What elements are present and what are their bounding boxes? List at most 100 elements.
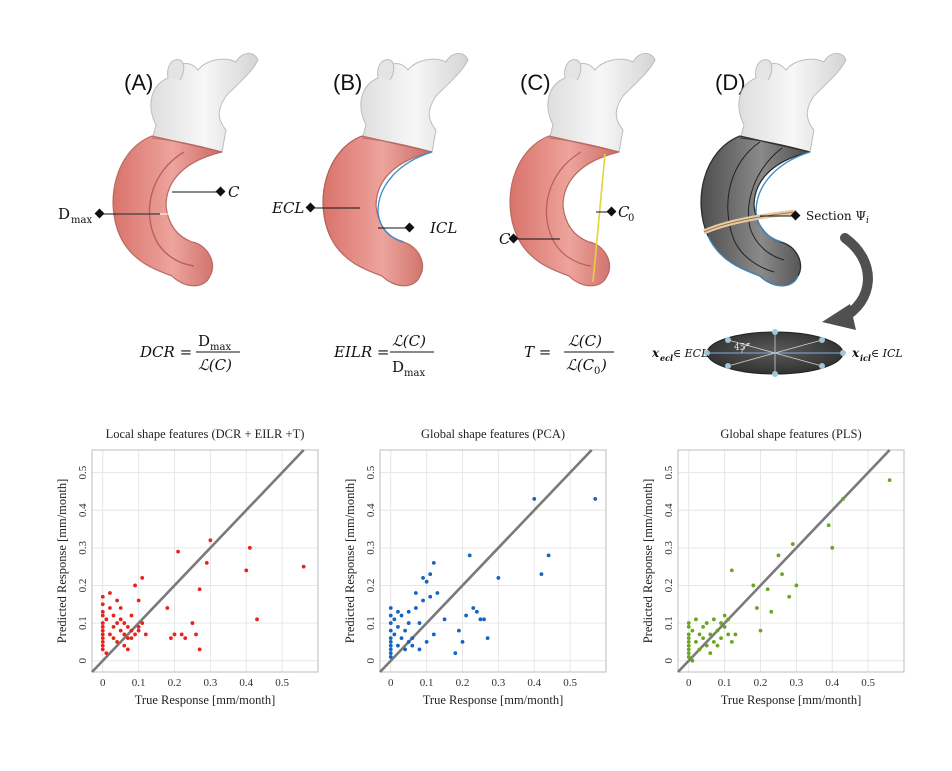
svg-text:EILR =: EILR =: [333, 343, 389, 361]
formula-dcr: DCR = D max ℒ(C): [139, 332, 240, 374]
data-point: [701, 624, 706, 629]
data-point: [686, 643, 691, 648]
svg-text:icl: icl: [860, 353, 871, 363]
data-point: [396, 624, 400, 629]
panel-d: (D) Section Ψ i: [651, 52, 903, 377]
data-point: [711, 617, 716, 622]
data-point: [100, 632, 105, 637]
y-tick-label: 0: [365, 657, 377, 663]
x-tick-label: 0.4: [825, 677, 839, 689]
data-point: [428, 594, 433, 599]
icl-label: ICL: [429, 219, 457, 237]
data-point: [686, 655, 691, 659]
data-point: [704, 621, 709, 625]
data-point: [733, 632, 738, 637]
c-label-a: C: [228, 183, 240, 201]
data-point: [686, 647, 691, 652]
data-point: [396, 643, 400, 648]
data-point: [431, 560, 436, 565]
data-point: [410, 643, 415, 648]
data-point: [388, 621, 393, 625]
data-point: [204, 560, 209, 565]
y-tick-label: 0.3: [77, 540, 89, 554]
data-point: [413, 591, 418, 595]
data-point: [108, 591, 112, 595]
svg-text:max: max: [210, 342, 231, 353]
data-point: [769, 609, 774, 614]
panel-b: (B) ECL ICL EILR = ℒ(C) D max: [271, 52, 469, 379]
data-point: [701, 636, 706, 641]
data-point: [435, 591, 440, 595]
icl-point-label: x icl ∈ ICL: [851, 346, 903, 363]
data-point: [776, 553, 781, 558]
data-point: [208, 538, 213, 543]
y-tick-label: 0.5: [365, 465, 377, 479]
data-point: [482, 617, 486, 622]
data-point: [388, 606, 393, 610]
y-tick-label: 0.1: [365, 616, 377, 630]
data-point: [442, 617, 447, 622]
data-point: [136, 624, 141, 629]
c0-label: C: [618, 203, 630, 221]
data-point: [140, 621, 145, 625]
data-point: [424, 639, 429, 644]
data-point: [115, 598, 120, 603]
x-tick-label: 0.3: [492, 677, 506, 689]
data-point: [125, 624, 130, 629]
x-axis-label: True Response [mm/month]: [423, 693, 564, 707]
data-point: [464, 613, 468, 618]
x-tick-label: 0: [100, 677, 106, 689]
data-point: [887, 478, 892, 483]
data-point: [255, 617, 259, 622]
curved-arrow: [822, 233, 873, 330]
formula-eilr: EILR = ℒ(C) D max: [333, 332, 434, 379]
svg-text:D: D: [198, 332, 210, 350]
formula-t: T = ℒ(C) ℒ(C 0 ): [524, 332, 614, 377]
data-point: [751, 583, 756, 588]
svg-text:DCR =: DCR =: [139, 343, 192, 361]
data-point: [108, 606, 112, 610]
data-point: [406, 639, 411, 644]
data-point: [790, 542, 795, 546]
data-point: [388, 651, 393, 656]
data-point: [392, 617, 397, 622]
svg-text:T =: T =: [524, 343, 551, 361]
x-tick-label: 0.4: [527, 677, 541, 689]
data-point: [399, 613, 404, 618]
panel-c: (C) C 0 C T = ℒ(C) ℒ(C 0 ): [499, 52, 656, 377]
svg-text:ℒ(C): ℒ(C): [392, 332, 426, 350]
plot-frame: [91, 449, 319, 673]
data-point: [111, 624, 116, 629]
data-point: [711, 639, 716, 644]
data-point: [388, 639, 393, 644]
data-point: [301, 564, 306, 569]
aorta-model-b: [322, 52, 469, 287]
svg-text:∈ ICL: ∈ ICL: [871, 347, 903, 360]
data-point: [136, 598, 141, 603]
svg-text:x: x: [851, 346, 860, 360]
data-point: [726, 632, 731, 637]
data-point: [686, 639, 691, 644]
chart-title: Global shape features (PCA): [421, 427, 565, 441]
svg-text:∈ ECL: ∈ ECL: [673, 347, 708, 360]
section-marker: Section Ψ i: [760, 209, 869, 226]
data-point: [457, 628, 461, 633]
data-point: [125, 647, 130, 652]
data-point: [133, 632, 137, 637]
data-point: [729, 639, 734, 644]
y-tick-label: 0.1: [77, 616, 89, 630]
cross-section-disc: 45°: [704, 329, 846, 377]
data-point: [100, 594, 105, 599]
x-tick-label: 0.4: [239, 677, 253, 689]
data-point: [100, 613, 105, 618]
dmax-sub: max: [71, 215, 92, 226]
x-axis-label: True Response [mm/month]: [721, 693, 862, 707]
data-point: [413, 606, 418, 610]
data-point: [424, 579, 429, 584]
data-point: [841, 497, 845, 501]
chart-local-features: Local shape features (DCR + EILR +T) 0 0.1…: [55, 427, 319, 707]
data-point: [136, 628, 141, 633]
x-tick-label: 0.2: [456, 677, 470, 689]
data-point: [453, 651, 458, 656]
data-point: [129, 613, 134, 618]
